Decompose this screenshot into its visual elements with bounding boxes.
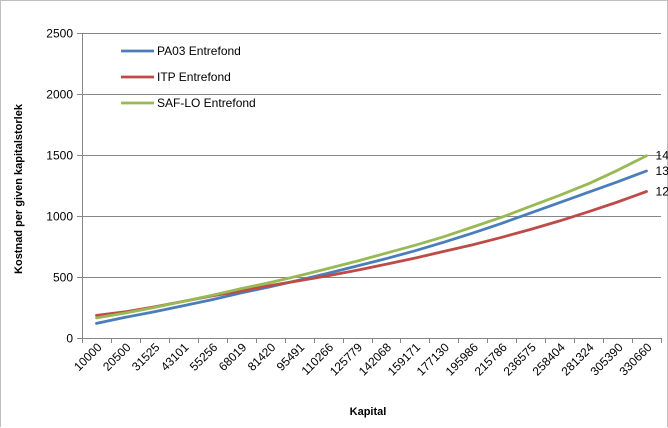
x-tick-label: 81420 bbox=[245, 340, 279, 374]
y-tick-label: 1500 bbox=[46, 149, 73, 163]
y-axis-title: Kostnad per given kapitalstorlek bbox=[13, 103, 25, 274]
end-value-label: 1369 bbox=[656, 164, 668, 178]
legend: PA03 Entrefond ITP Entrefond SAF-LO Entref… bbox=[121, 44, 256, 110]
x-tick-label: 55256 bbox=[187, 340, 221, 374]
end-value-label: 1494 bbox=[656, 149, 668, 163]
y-tick-label: 1000 bbox=[46, 210, 73, 224]
legend-label: ITP Entrefond bbox=[157, 70, 231, 84]
series-line-1 bbox=[95, 169, 648, 325]
y-tick-label: 2000 bbox=[46, 88, 73, 102]
x-tick-label: 43101 bbox=[158, 340, 192, 374]
tick-labels: 0 500 1000 1500 2000 2500 10000205003152543101… bbox=[46, 27, 668, 379]
series-lines bbox=[95, 154, 648, 325]
legend-label: SAF-LO Entrefond bbox=[157, 96, 256, 110]
y-tick-label: 0 bbox=[66, 332, 73, 346]
x-tick-label: 31525 bbox=[129, 340, 163, 374]
series-line-3 bbox=[95, 154, 648, 320]
x-tick-label: 10000 bbox=[71, 340, 105, 374]
legend-label: PA03 Entrefond bbox=[157, 44, 241, 58]
x-tick-label: 20500 bbox=[100, 340, 134, 374]
end-value-label: 1201 bbox=[656, 184, 668, 198]
x-tick-label: 330660 bbox=[616, 340, 654, 378]
y-tick-label: 2500 bbox=[46, 27, 73, 41]
axes bbox=[77, 33, 662, 343]
y-tick-label: 500 bbox=[53, 271, 73, 285]
x-tick-label: 68019 bbox=[216, 340, 250, 374]
x-axis-title: Kapital bbox=[350, 406, 387, 418]
series-line-2 bbox=[95, 190, 648, 317]
gridlines bbox=[82, 33, 661, 278]
